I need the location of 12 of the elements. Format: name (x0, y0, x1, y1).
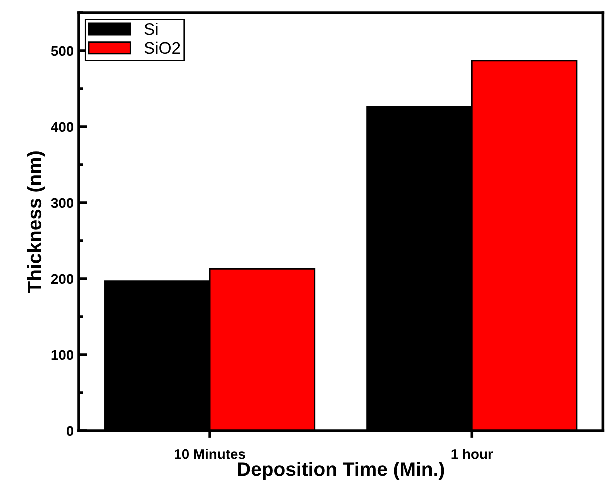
x-axis-title: Deposition Time (Min.) (238, 462, 444, 480)
y-tick-label: 400 (51, 122, 74, 132)
y-tick-label: 200 (51, 274, 74, 284)
legend-label: Si (144, 23, 158, 36)
legend-label: SiO2 (144, 42, 180, 54)
x-tick-label: 10 Minutes (175, 449, 246, 460)
x-tick-label: 1 hour (452, 449, 494, 460)
y-tick-label: 100 (52, 350, 74, 360)
y-axis-title: Thickness (nm) (27, 152, 46, 294)
y-tick-label: 300 (51, 198, 74, 208)
y-tick-label: 500 (51, 46, 74, 56)
y-tick-label: 0 (66, 426, 74, 436)
